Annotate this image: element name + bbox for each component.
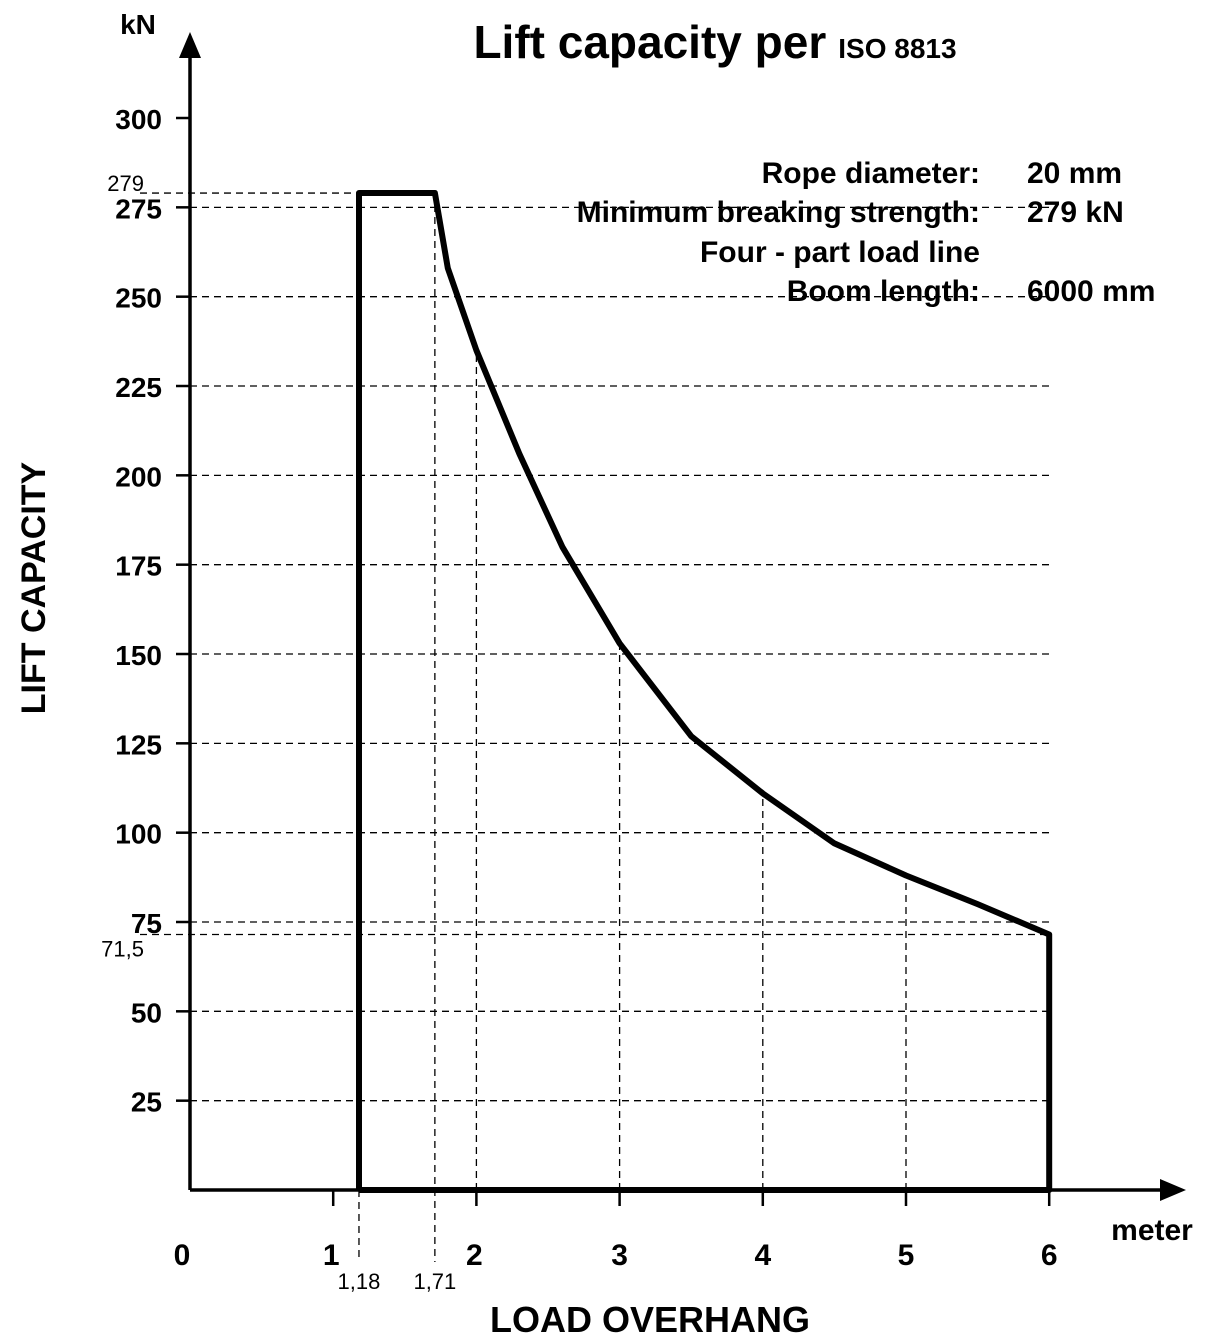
info-label: Rope diameter: [762, 157, 980, 190]
chart-title-main: Lift capacity per [473, 16, 826, 68]
y-tick-label: 25 [131, 1087, 162, 1118]
x-tick-label: 5 [898, 1239, 915, 1272]
x-unit-label: meter [1111, 1214, 1193, 1247]
capacity-curve [356, 190, 1053, 1193]
y-annotation-label: 71,5 [101, 937, 144, 962]
x-tick-label: 4 [754, 1239, 771, 1272]
chart-title: Lift capacity per ISO 8813 [473, 16, 956, 68]
y-axis-arrow [179, 32, 201, 58]
info-label: Boom length: [787, 275, 980, 308]
y-annotation-label: 279 [107, 171, 144, 196]
info-label: Four - part load line [700, 236, 980, 269]
x-tick-label: 3 [611, 1239, 628, 1272]
x-tick-label: 1 [323, 1239, 340, 1272]
chart-title-standard: ISO 8813 [838, 33, 956, 64]
grid [140, 192, 1050, 1262]
info-value: 279 kN [1027, 196, 1124, 229]
y-tick-label: 75 [131, 908, 162, 939]
info-value: 6000 mm [1027, 275, 1155, 308]
y-unit-label: kN [120, 9, 156, 40]
x-tick-label: 6 [1041, 1239, 1058, 1272]
labels: 25 50 75 100 125 150 175 200 225 250 275 300 0 1 2 3 4 5 6… [15, 9, 1193, 1339]
x-annotation-label: 1,18 [338, 1269, 381, 1294]
info-value: 20 mm [1027, 157, 1122, 190]
y-axis-title: LIFT CAPACITY [15, 461, 53, 714]
x-tick-label: 2 [466, 1239, 483, 1272]
x-tick-label: 0 [174, 1239, 191, 1272]
y-tick-label: 100 [115, 819, 162, 850]
y-tick-label: 275 [115, 193, 162, 224]
series [356, 190, 1053, 1193]
y-tick-label: 150 [115, 640, 162, 671]
x-annotation-label: 1,71 [413, 1269, 456, 1294]
x-axis-arrow [1160, 1179, 1186, 1201]
info-label: Minimum breaking strength: [577, 196, 980, 229]
y-tick-label: 125 [115, 729, 162, 760]
y-tick-label: 225 [115, 372, 162, 403]
y-tick-label: 175 [115, 551, 162, 582]
y-tick-label: 300 [115, 104, 162, 135]
y-tick-label: 200 [115, 461, 162, 492]
y-tick-label: 50 [131, 997, 162, 1028]
x-axis-title: LOAD OVERHANG [490, 1299, 810, 1339]
y-tick-label: 250 [115, 283, 162, 314]
